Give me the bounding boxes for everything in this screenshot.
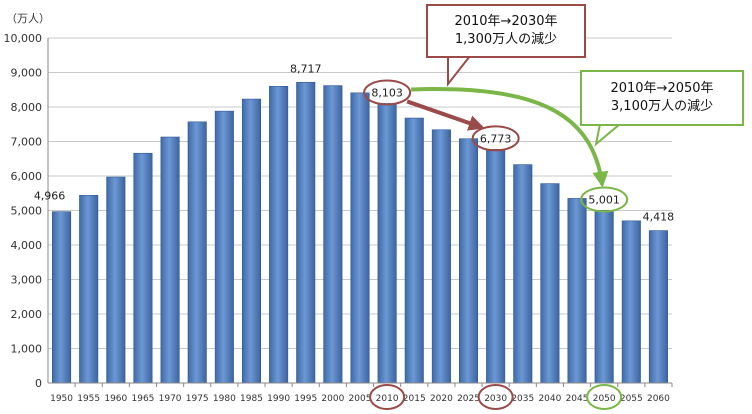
- data-label-1950: 4,966: [34, 190, 66, 203]
- y-tick-label: 3,000: [11, 274, 43, 287]
- x-tick-label-2040: 2040: [538, 394, 561, 404]
- green-callout-line-2: 3,100万人の減少: [610, 99, 714, 114]
- red-callout-pointer: [447, 55, 473, 87]
- x-tick-label-1950: 1950: [50, 394, 73, 404]
- x-tick-label-2015: 2015: [403, 394, 426, 404]
- bar-2000: [323, 85, 343, 384]
- bar-1950: [52, 211, 72, 384]
- x-tick-label-2020: 2020: [430, 394, 453, 404]
- x-highlight-2030: [477, 384, 514, 410]
- x-tick-label-2055: 2055: [620, 394, 643, 404]
- x-tick-label-2005: 2005: [349, 394, 372, 404]
- y-tick-label: 4,000: [11, 239, 43, 252]
- data-label-2050: 5,001: [588, 193, 620, 206]
- bar-1975: [187, 121, 207, 384]
- x-tick-label-2045: 2045: [566, 394, 589, 404]
- data-label-2060: 4,418: [643, 211, 675, 224]
- x-highlight-2050: [586, 384, 623, 410]
- x-tick-label-1965: 1965: [132, 394, 155, 404]
- bar-1990: [269, 86, 289, 384]
- bar-2045: [567, 198, 587, 384]
- y-tick-label: 7,000: [11, 136, 43, 149]
- bar-2060: [648, 230, 668, 384]
- y-tick-label: 0: [35, 377, 42, 390]
- bar-2030: [486, 149, 506, 384]
- y-tick-label: 6,000: [11, 170, 43, 183]
- bar-2025: [458, 138, 479, 384]
- x-tick-label-1990: 1990: [267, 394, 290, 404]
- red-callout: 2010年→2030年 1,300万人の減少: [426, 4, 586, 58]
- x-highlight-2010: [369, 384, 406, 410]
- green-arrow: [411, 87, 609, 188]
- y-tick-label: 8,000: [11, 101, 43, 114]
- red-arrow: [406, 99, 485, 131]
- data-label-2030: 6,773: [480, 132, 512, 145]
- x-tick-label-2030: 2030: [484, 394, 507, 404]
- bar-2020: [431, 129, 451, 384]
- bar-1965: [133, 152, 153, 384]
- x-tick-label-1980: 1980: [213, 394, 236, 404]
- x-tick-label-1975: 1975: [186, 394, 209, 404]
- y-tick-label: 10,000: [4, 32, 43, 45]
- axes: 0 1,000 2,000 3,000 4,000 5,000 6,000 7,000 8,00…: [4, 32, 673, 404]
- y-tick-label: 1,000: [11, 343, 43, 356]
- bar-2050: [594, 210, 614, 384]
- value-highlight-2030: [471, 125, 520, 152]
- x-tick-label-2025: 2025: [457, 394, 480, 404]
- bar-2015: [404, 117, 424, 384]
- y-tick-label: 9,000: [11, 67, 43, 80]
- bar-1955: [79, 195, 99, 384]
- bars: [52, 81, 668, 384]
- x-tick-label-1960: 1960: [104, 394, 127, 404]
- x-tick-label-1995: 1995: [294, 394, 317, 404]
- bar-2035: [513, 164, 533, 384]
- x-tick-label-2010: 2010: [376, 394, 399, 404]
- x-tick-label-2060: 2060: [647, 394, 670, 404]
- x-tick-label-2035: 2035: [511, 394, 534, 404]
- bar-1985: [241, 98, 262, 384]
- x-tick-label-1985: 1985: [240, 394, 263, 404]
- red-callout-line-1: 2010年→2030年: [454, 14, 558, 29]
- bar-2010: [377, 103, 397, 384]
- bar-1995: [296, 81, 316, 384]
- green-callout-line-1: 2010年→2050年: [610, 81, 714, 96]
- x-tick-label-2000: 2000: [321, 394, 344, 404]
- bar-2005: [350, 92, 370, 384]
- x-tick-label-2050: 2050: [593, 394, 616, 404]
- annotations: [363, 55, 629, 410]
- data-label-2010: 8,103: [371, 86, 403, 99]
- x-tick-label-1955: 1955: [77, 394, 100, 404]
- y-unit-label: （万人）: [6, 12, 50, 25]
- x-tick-label-1970: 1970: [159, 394, 182, 404]
- data-label-1995: 8,717: [290, 62, 322, 75]
- green-callout: 2010年→2050年 3,100万人の減少: [580, 70, 744, 126]
- bar-2040: [540, 183, 560, 384]
- y-tick-label: 5,000: [11, 205, 43, 218]
- bar-1970: [160, 136, 180, 384]
- bar-1960: [106, 176, 126, 384]
- value-highlight-2010: [363, 79, 412, 106]
- y-tick-label: 2,000: [11, 308, 43, 321]
- bar-1980: [214, 110, 234, 384]
- red-callout-line-2: 1,300万人の減少: [454, 32, 558, 47]
- bar-2055: [621, 220, 641, 384]
- data-labels: 4,966 8,717 8,103 6,773 5,001 4,418: [34, 62, 674, 223]
